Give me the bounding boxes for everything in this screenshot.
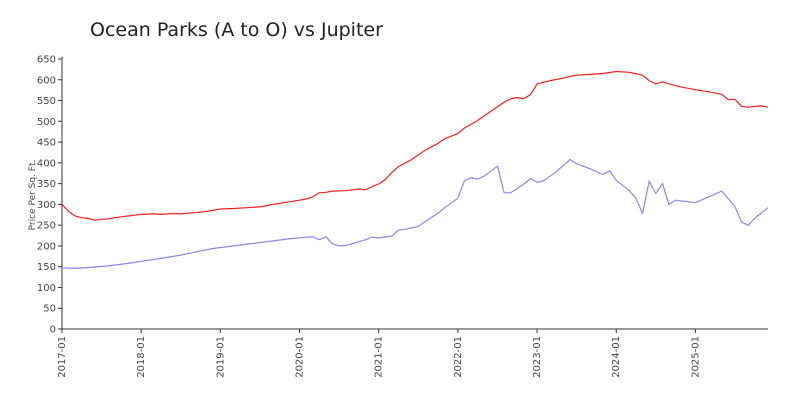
- y-tick-label: 100: [37, 283, 56, 294]
- x-tick-label: 2023-01: [532, 336, 543, 378]
- y-tick-label: 50: [43, 304, 56, 315]
- y-tick-label: 150: [37, 262, 56, 273]
- x-tick-label: 2022-01: [453, 336, 464, 378]
- series-line-1: [61, 70, 769, 221]
- series-layer: [61, 70, 769, 269]
- x-tick-label: 2025-01: [690, 336, 701, 378]
- x-tick-label: 2021-01: [374, 336, 385, 378]
- y-tick-label: 300: [37, 200, 56, 211]
- y-tick-label: 600: [37, 75, 56, 86]
- x-axis: 2017-01 2018-01 2019-01 2020-01 2021-01 2022-…: [57, 328, 768, 378]
- x-tick-label: 2017-01: [57, 336, 68, 378]
- chart-title: Ocean Parks (A to O) vs Jupiter: [90, 19, 383, 41]
- y-tick-label: 350: [37, 179, 56, 190]
- x-tick-label: 2018-01: [136, 336, 147, 378]
- y-tick-label: 0: [50, 325, 56, 336]
- x-tick-label: 2019-01: [215, 336, 226, 378]
- y-tick-label: 450: [37, 138, 56, 149]
- y-tick-label: 400: [37, 158, 56, 169]
- series-line-2: [61, 158, 769, 269]
- x-tick-label: 2024-01: [611, 336, 622, 378]
- y-tick-label: 500: [37, 117, 56, 128]
- x-tick-label: 2020-01: [295, 336, 306, 378]
- y-axis: 0 50 100 150 200 250 300 350 400 450 500 550 600 650: [37, 55, 63, 336]
- y-tick-label: 200: [37, 241, 56, 252]
- y-axis-label: Price Per Sq. Ft.: [28, 160, 38, 231]
- y-tick-label: 250: [37, 221, 56, 232]
- y-tick-label: 650: [37, 55, 56, 66]
- y-tick-label: 550: [37, 96, 56, 107]
